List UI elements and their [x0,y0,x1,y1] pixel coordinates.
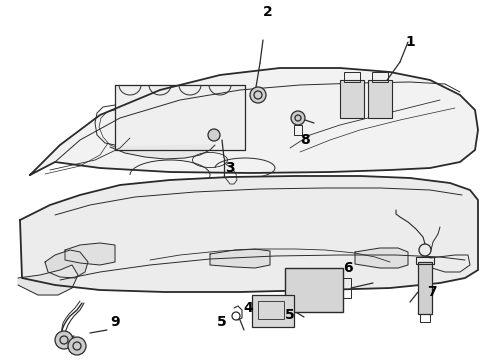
Text: 4: 4 [243,301,253,315]
Text: 7: 7 [427,285,437,299]
Text: 2: 2 [263,5,273,19]
Bar [258,301,284,319]
Bar [418,262,432,314]
Circle shape [208,129,220,141]
Bar [252,295,294,327]
Text: 8: 8 [300,133,310,147]
Circle shape [55,331,73,349]
Bar [416,257,434,264]
Bar [372,72,388,82]
Polygon shape [20,176,478,292]
Polygon shape [355,248,408,268]
Bar [343,278,351,298]
Bar [285,268,343,312]
Text: 1: 1 [405,35,415,49]
Circle shape [291,111,305,125]
Polygon shape [110,145,215,159]
Bar [420,314,430,322]
Text: 5: 5 [285,308,295,322]
Polygon shape [18,265,78,295]
Polygon shape [45,250,88,278]
Polygon shape [65,243,115,265]
Bar [344,72,360,82]
Circle shape [68,337,86,355]
Bar [340,80,364,118]
Polygon shape [115,85,245,150]
Bar [294,125,302,135]
Circle shape [250,87,266,103]
Text: 5: 5 [217,315,227,329]
Polygon shape [210,249,270,268]
Text: 3: 3 [225,161,235,175]
Text: 9: 9 [110,315,120,329]
Text: 6: 6 [343,261,353,275]
Bar [368,80,392,118]
Polygon shape [30,68,478,175]
